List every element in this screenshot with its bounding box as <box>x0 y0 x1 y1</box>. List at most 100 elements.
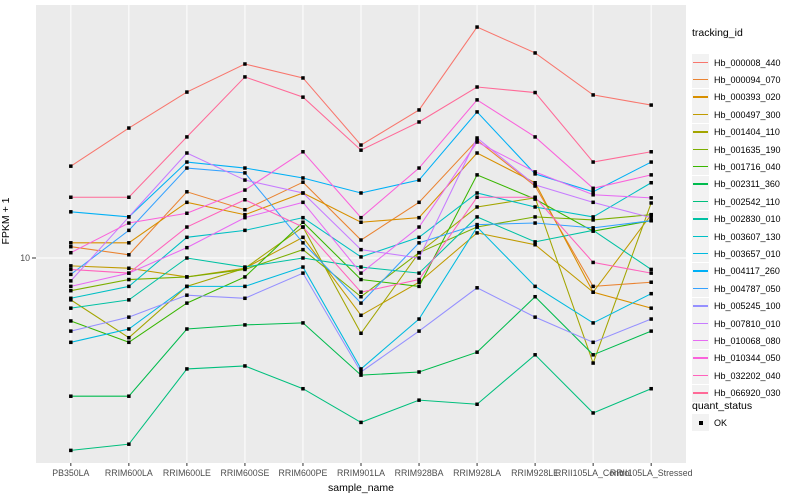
data-point-marker <box>185 293 189 297</box>
legend-item-label: Hb_003607_130 <box>714 231 781 242</box>
data-point-marker <box>533 51 537 55</box>
data-point-marker <box>301 235 305 240</box>
data-point-marker <box>185 275 189 279</box>
data-point-marker <box>69 340 73 345</box>
legend-key <box>692 384 709 402</box>
data-point-marker <box>69 267 73 272</box>
data-point-marker <box>301 180 305 184</box>
data-point-marker <box>301 176 305 180</box>
data-point-marker <box>69 164 73 168</box>
data-point-marker <box>475 151 479 155</box>
x-tick-label: RRIM928LE <box>511 468 560 478</box>
legend-key <box>692 297 709 315</box>
data-point-marker <box>243 75 247 79</box>
legend-item-label: Hb_002830_010 <box>714 214 781 225</box>
x-tick-label: RRIM901LA <box>337 468 385 478</box>
data-point-marker <box>127 442 131 446</box>
data-point-marker <box>359 420 363 425</box>
line-swatch-icon <box>693 218 708 220</box>
data-point-marker <box>359 247 363 252</box>
data-point-marker <box>359 290 363 294</box>
legend-item-label: Hb_005245_100 <box>714 301 781 312</box>
x-tick-label: RRII105LA_Stressed <box>609 468 693 478</box>
data-point-marker <box>185 151 189 155</box>
data-point-marker <box>649 215 653 220</box>
data-point-marker <box>127 277 131 282</box>
data-point-marker <box>301 220 305 224</box>
data-point-marker <box>127 266 131 270</box>
data-point-marker <box>591 411 595 415</box>
data-point-marker <box>417 250 421 255</box>
legend-item-label: Hb_001716_040 <box>714 161 781 172</box>
line-swatch-icon <box>693 78 708 81</box>
legend-key <box>692 245 709 263</box>
data-point-marker <box>417 284 421 289</box>
data-point-marker <box>649 196 653 200</box>
line-swatch-icon <box>693 113 708 116</box>
data-point-marker <box>591 190 595 194</box>
x-axis-title: sample_name <box>328 482 394 494</box>
data-point-marker <box>69 306 73 310</box>
data-point-marker <box>243 198 247 202</box>
x-tick-label: RRIM928LA <box>453 468 502 478</box>
quant-key <box>692 414 709 431</box>
data-point-marker <box>243 296 247 301</box>
line-swatch-icon <box>693 96 708 98</box>
data-point-marker <box>301 200 305 205</box>
data-point-marker <box>475 215 479 219</box>
data-point-marker <box>127 215 131 219</box>
data-point-marker <box>591 228 595 233</box>
data-point-marker <box>533 315 537 319</box>
line-swatch-icon <box>693 61 708 63</box>
y-tick-label: 10 <box>20 253 30 263</box>
data-point-marker <box>243 284 247 289</box>
line-swatch-icon <box>693 252 708 255</box>
data-point-marker <box>417 215 421 220</box>
data-point-marker <box>243 323 247 327</box>
data-point-marker <box>359 271 363 275</box>
data-point-marker <box>243 215 247 220</box>
data-point-marker <box>649 180 653 185</box>
data-point-marker <box>591 260 595 265</box>
data-point-marker <box>69 244 73 249</box>
legend-item-label: Hb_000008_440 <box>714 57 781 68</box>
data-point-marker <box>127 241 131 245</box>
data-point-marker <box>591 226 595 230</box>
x-tick-label: PB350LA <box>52 468 90 478</box>
data-point-marker <box>301 150 305 154</box>
legend-item-label: Hb_003657_010 <box>714 248 781 259</box>
legend-item-label: Hb_010068_080 <box>714 335 781 346</box>
legend-key <box>692 88 709 106</box>
data-point-marker <box>417 120 421 124</box>
data-point-marker <box>475 191 479 195</box>
data-point-marker <box>591 321 595 325</box>
data-point-marker <box>475 173 479 177</box>
x-tick-label: RRII105LA_Control <box>555 468 632 478</box>
data-point-marker <box>649 212 653 217</box>
data-point-marker <box>649 173 653 177</box>
data-point-marker <box>69 250 73 255</box>
data-point-marker <box>417 241 421 245</box>
data-point-marker <box>649 306 653 310</box>
data-point-marker <box>649 291 653 296</box>
x-tick-label: RRIM600LE <box>162 468 211 478</box>
data-point-marker <box>649 329 653 333</box>
x-tick-label: RRIM600SE <box>220 468 270 478</box>
data-point-marker <box>127 284 131 289</box>
data-point-marker <box>533 90 537 95</box>
legend-key <box>692 141 709 158</box>
data-point-marker <box>475 140 479 144</box>
data-point-marker <box>301 215 305 220</box>
data-point-marker <box>533 197 537 201</box>
legend-item-label: Hb_001404_110 <box>714 127 780 138</box>
data-point-marker <box>533 284 537 289</box>
data-point-marker <box>301 256 305 260</box>
line-swatch-icon <box>693 339 708 342</box>
data-point-marker <box>185 284 189 289</box>
data-point-marker <box>185 160 189 164</box>
legend-key <box>692 71 709 89</box>
data-point-marker <box>127 335 131 340</box>
data-point-marker <box>185 327 189 331</box>
